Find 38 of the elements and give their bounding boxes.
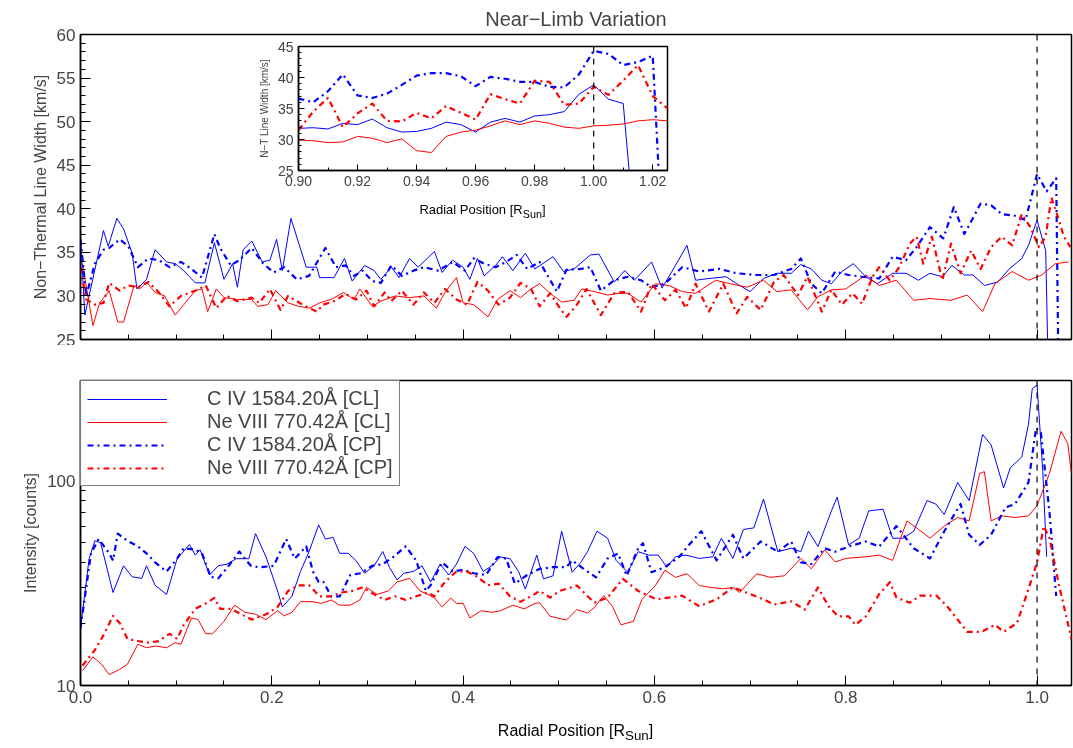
y-tick-label: 100 (47, 471, 76, 491)
y-axis-title: Non−Thermal Line Width [km/s] (31, 74, 49, 300)
x-tick-label: 0.94 (402, 172, 431, 189)
x-tick-label: 0.96 (462, 172, 490, 189)
x-tick-label: 0.2 (260, 687, 284, 707)
y-tick-label: 50 (56, 112, 76, 132)
chart-title: Near−Limb Variation (485, 7, 667, 30)
x-tick-label: 1.00 (580, 172, 608, 189)
x-axis-title: Radial Position [R$_{Sun}$] (497, 722, 654, 744)
y-axis-title: Intensity [counts] (22, 472, 40, 594)
x-tick-label: 0.8 (833, 687, 858, 707)
line-series (81, 430, 1072, 676)
line-series (298, 119, 668, 154)
x-tick-label: 0.92 (343, 172, 372, 189)
y-tick-label: 30 (56, 286, 76, 306)
legend-label: C IV 1584.20Å [CL] (207, 387, 380, 410)
x-tick-label: 0.98 (521, 172, 549, 189)
x-tick-label: 1.02 (639, 172, 667, 189)
y-axis-title: N−T Line Width [km/s] (258, 59, 270, 158)
y-tick-label: 45 (56, 156, 76, 176)
x-tick-label: 1.0 (1025, 687, 1049, 707)
x-axis-title: Radial Position [R$_{Sun}$] (419, 202, 546, 221)
y-tick-label: 35 (56, 243, 76, 263)
y-tick-label: 60 (56, 25, 76, 45)
line-series (298, 63, 668, 132)
legend-label: Ne VIII 770.42Å [CL] (207, 410, 391, 433)
y-tick-label: 45 (277, 38, 294, 55)
y-tick-label: 55 (56, 69, 76, 89)
legend-label: C IV 1584.20Å [CP] (207, 433, 382, 456)
y-tick-label: 40 (277, 69, 294, 86)
y-tick-label: 30 (277, 131, 294, 148)
y-tick-label: 35 (277, 100, 294, 117)
y-tick-label: 40 (56, 199, 76, 219)
legend-label: Ne VIII 770.42Å [CP] (207, 456, 393, 479)
x-tick-label: 0.4 (451, 687, 475, 707)
y-tick-label: 25 (56, 330, 76, 350)
x-tick-label: 0.6 (642, 687, 667, 707)
line-series (298, 84, 630, 171)
